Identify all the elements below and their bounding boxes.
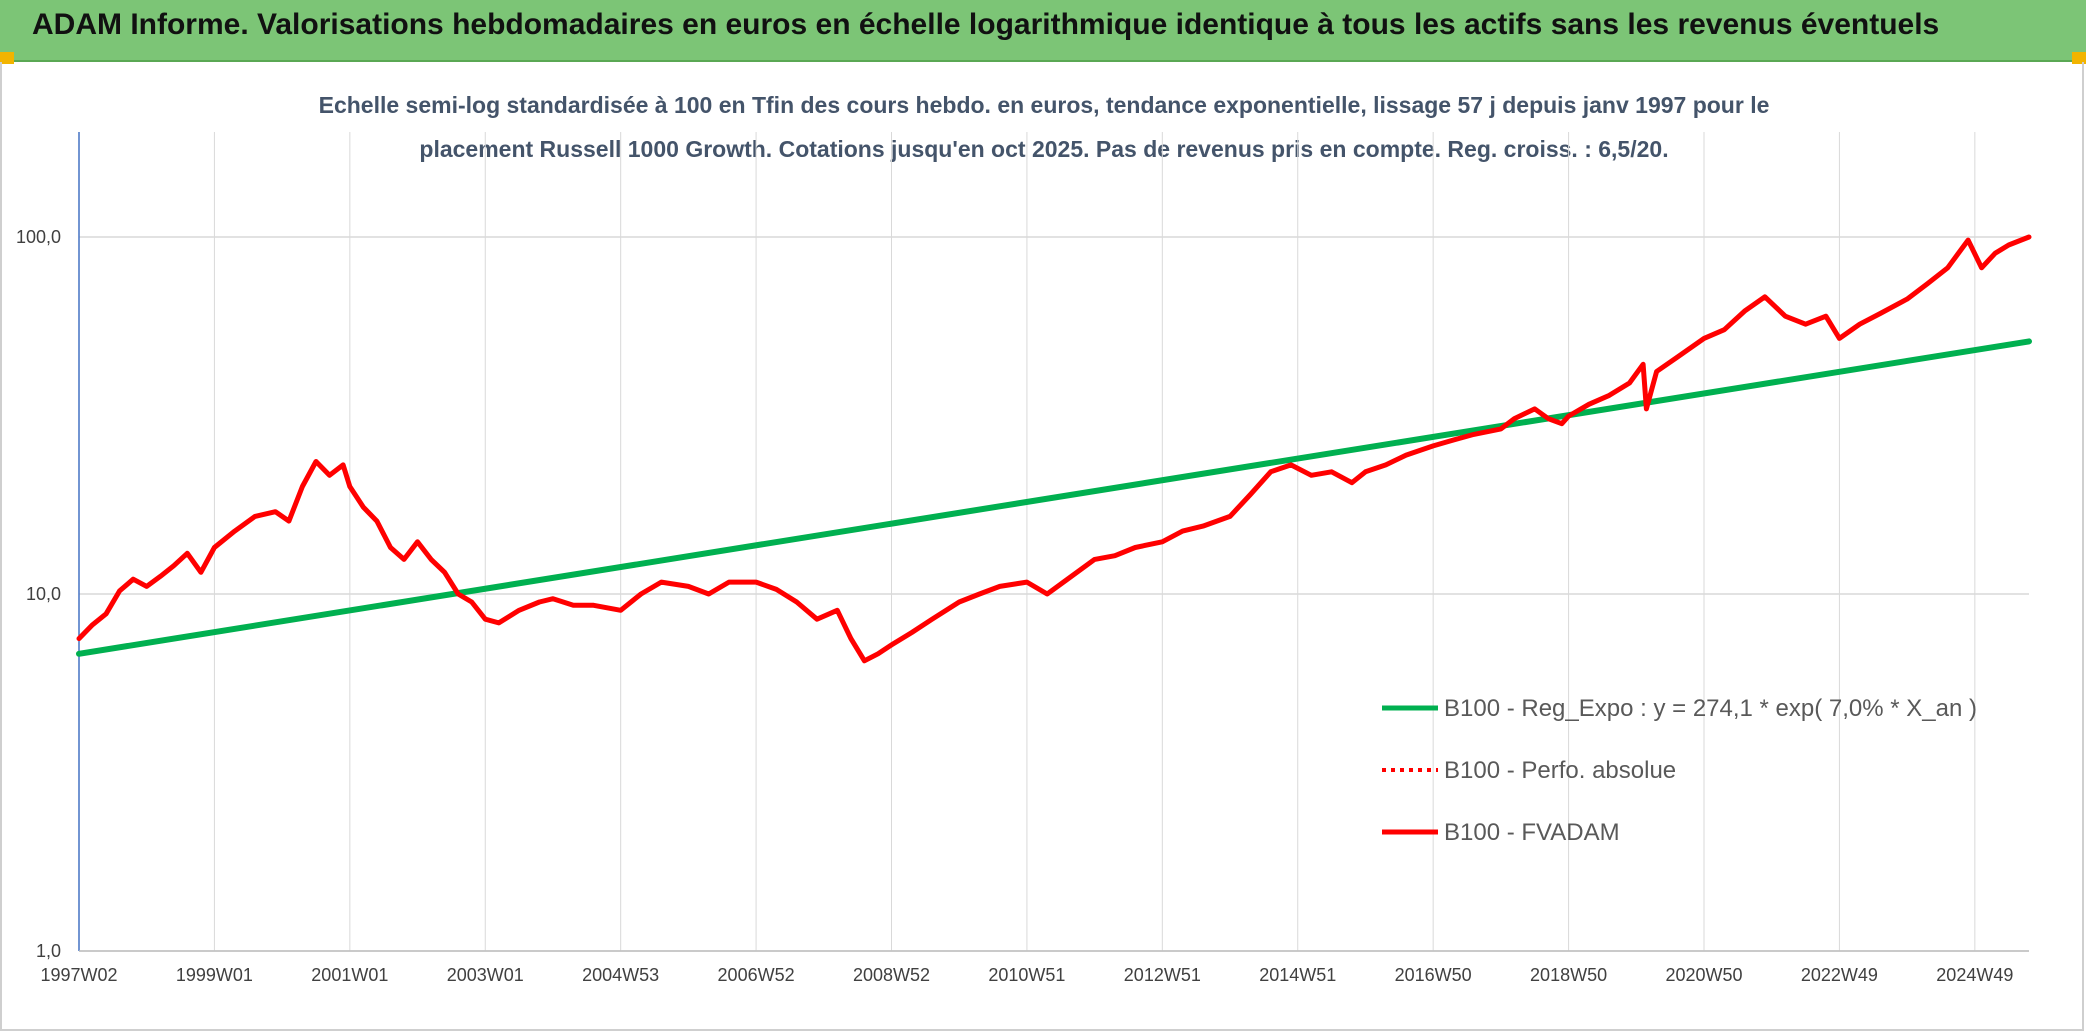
y-tick-label: 10,0 <box>26 584 61 604</box>
x-tick-label: 2020W50 <box>1665 965 1742 985</box>
x-tick-label: 2008W52 <box>853 965 930 985</box>
x-tick-label: 2024W49 <box>1936 965 2013 985</box>
x-tick-label: 2016W50 <box>1395 965 1472 985</box>
x-tick-label: 2014W51 <box>1259 965 1336 985</box>
x-tick-label: 2018W50 <box>1530 965 1607 985</box>
corner-marker-right <box>2072 52 2086 64</box>
header-title: ADAM Informe. Valorisations hebdomadaire… <box>32 8 1940 41</box>
chart-subtitle: Echelle semi-log standardisée à 100 en T… <box>319 92 1770 162</box>
x-tick-label: 1999W01 <box>176 965 253 985</box>
legend: B100 - Reg_Expo : y = 274,1 * exp( 7,0% … <box>1382 695 1977 846</box>
corner-marker-left <box>0 52 14 64</box>
legend-label-1: B100 - Perfo. absolue <box>1444 757 1676 784</box>
chart-svg: Echelle semi-log standardisée à 100 en T… <box>16 92 2032 985</box>
legend-label-0: B100 - Reg_Expo : y = 274,1 * exp( 7,0% … <box>1444 695 1977 722</box>
x-tick-label: 2001W01 <box>311 965 388 985</box>
subtitle-line-1: Echelle semi-log standardisée à 100 en T… <box>319 92 1770 118</box>
header-bar: ADAM Informe. Valorisations hebdomadaire… <box>0 0 2086 62</box>
series-line-0 <box>76 338 2032 657</box>
subtitle-line-2: placement Russell 1000 Growth. Cotations… <box>419 136 1668 162</box>
y-tick-label: 1,0 <box>36 941 61 961</box>
chart-frame: Echelle semi-log standardisée à 100 en T… <box>0 62 2084 1031</box>
x-tick-label: 2022W49 <box>1801 965 1878 985</box>
axes: 1,0 10,0 100,0 1997W02 1999W01 2001W01 2003W01… <box>16 132 2029 985</box>
series-lines <box>76 234 2032 664</box>
x-tick-label: 2012W51 <box>1124 965 1201 985</box>
legend-label-2: B100 - FVADAM <box>1444 819 1620 846</box>
x-tick-label: 2010W51 <box>988 965 1065 985</box>
series-line-2 <box>76 234 2032 664</box>
x-tick-label: 2003W01 <box>447 965 524 985</box>
x-tick-label: 2006W52 <box>718 965 795 985</box>
gridlines <box>78 132 2029 952</box>
x-tick-label: 2004W53 <box>582 965 659 985</box>
x-tick-label: 1997W02 <box>40 965 117 985</box>
y-tick-label: 100,0 <box>16 227 61 247</box>
